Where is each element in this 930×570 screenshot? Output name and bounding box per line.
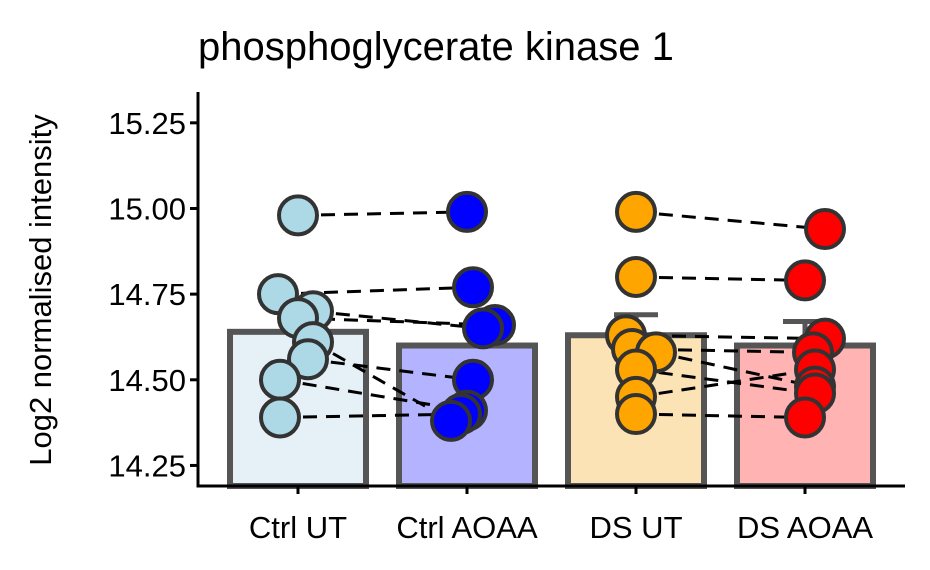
data-point-3-2: [615, 256, 657, 299]
pair-line-2-5: [655, 350, 816, 389]
pair-line-2-2: [635, 275, 806, 282]
y-tick-label-4: 15.00: [108, 191, 186, 226]
data-point-2-8: [430, 399, 472, 442]
x-tick-label-3: DS UT: [590, 510, 683, 545]
data-point-1-8: [259, 396, 301, 439]
data-point-2-1: [446, 190, 488, 233]
y-tick-label-5: 15.25: [108, 106, 186, 141]
plot-area: 14.25 14.50 14.75 15.00 15.25 Ctrl UT Ctrl AOA…: [108, 92, 905, 545]
pair-line-1-3: [312, 309, 484, 330]
pair-line-1-1: [297, 210, 468, 217]
data-point-3-1: [615, 190, 657, 233]
pair-line-1-6: [307, 357, 474, 382]
pair-line-1-5: [312, 340, 452, 423]
y-axis-label: Log2 normalised intensity: [23, 114, 58, 466]
data-point-2-4: [462, 307, 504, 350]
y-tick-label-3: 14.75: [108, 277, 186, 312]
data-point-3-8: [615, 393, 657, 436]
chart-title: phosphoglycerate kinase 1: [198, 25, 674, 69]
data-point-1-7: [259, 358, 301, 401]
y-tick-label-2: 14.50: [108, 363, 186, 398]
pair-line-2-1: [635, 210, 826, 231]
data-point-4-1: [804, 208, 846, 251]
pair-line-1-8: [279, 412, 462, 419]
x-tick-label-4: DS AOAA: [737, 510, 873, 545]
x-tick-label-1: Ctrl UT: [249, 510, 347, 545]
data-point-1-1: [277, 194, 319, 237]
data-point-2-2: [452, 266, 494, 309]
pair-line-2-7: [635, 368, 816, 399]
data-point-4-8: [784, 396, 826, 439]
pair-line-1-7: [279, 378, 468, 413]
y-tick-label-1: 14.25: [108, 448, 186, 483]
data-point-1-6: [287, 338, 329, 381]
pair-line-2-8: [635, 412, 806, 419]
pair-line-2-6: [635, 368, 816, 395]
x-tick-label-2: Ctrl AOAA: [396, 510, 538, 545]
data-point-4-2: [784, 259, 826, 302]
